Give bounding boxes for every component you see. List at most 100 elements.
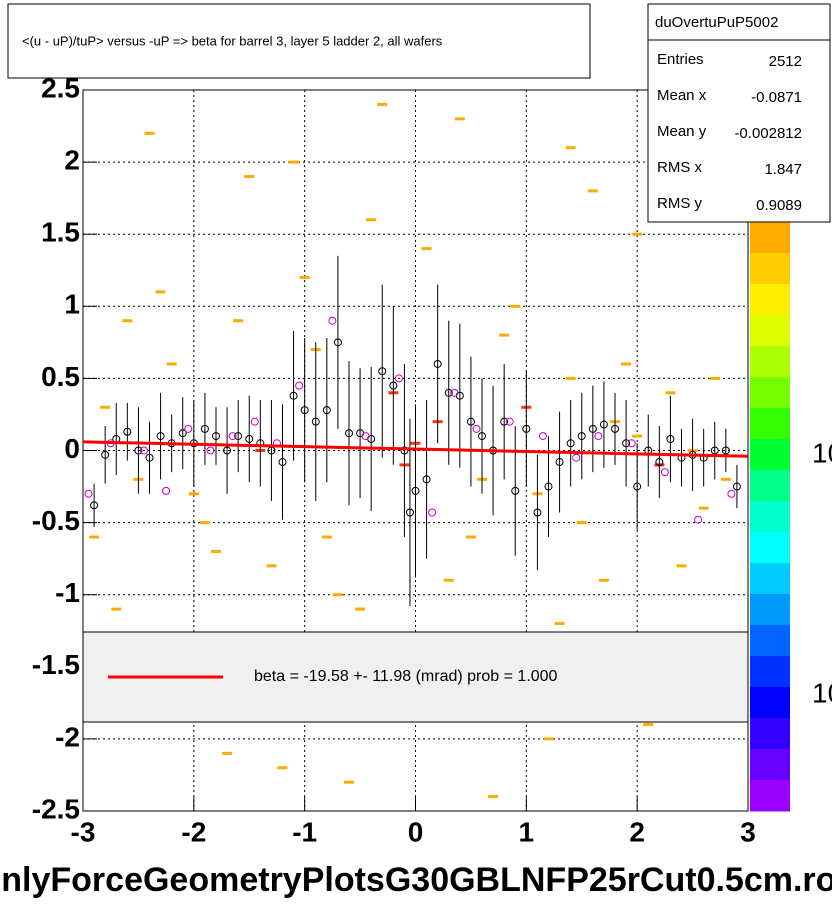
profile-point: [178, 429, 187, 438]
profile-point: [328, 316, 337, 325]
palette-cell: [750, 594, 790, 626]
hist-cell: [100, 405, 111, 409]
profile-point: [588, 424, 597, 433]
profile-point: [478, 432, 486, 441]
profile-point: [572, 453, 581, 462]
x-tick-label: -2: [181, 816, 206, 847]
profile-point: [627, 439, 636, 448]
x-tick-label: -3: [71, 816, 96, 847]
x-tick-label: 2: [629, 816, 645, 847]
hist-cell: [199, 521, 210, 525]
hist-cell: [632, 434, 643, 438]
profile-point: [428, 508, 437, 517]
profile-point: [333, 338, 342, 347]
palette-cell: [750, 315, 790, 347]
profile-point: [472, 424, 481, 433]
profile-point: [212, 432, 220, 441]
hist-cell: [565, 376, 576, 380]
y-tick-label: -2: [55, 721, 80, 752]
stats-value: 0.9089: [756, 197, 802, 214]
palette-label: 10: [812, 677, 832, 708]
profile-point: [300, 406, 309, 415]
y-tick-label: -0.5: [32, 505, 80, 536]
palette-label: 10: [812, 437, 832, 468]
profile-point: [611, 424, 619, 433]
profile-point: [505, 417, 514, 426]
profile-point: [710, 446, 719, 455]
profile-point: [295, 381, 304, 390]
y-tick-label: 2.5: [41, 72, 80, 103]
hist-cell: [377, 102, 388, 106]
profile-point: [250, 417, 259, 426]
plot-layer: [82, 89, 749, 812]
hist-cell: [421, 247, 432, 251]
hist-cell: [665, 391, 676, 395]
y-tick-label: 2: [64, 144, 80, 175]
profile-point: [732, 482, 741, 491]
hist-cell: [355, 607, 366, 611]
profile-point: [500, 417, 509, 426]
palette-cell: [750, 718, 790, 750]
hist-cell: [488, 795, 499, 799]
hist-cell: [277, 766, 288, 770]
y-tick-label: -1: [55, 577, 80, 608]
hist-cell: [233, 319, 244, 323]
profile-point: [599, 420, 608, 429]
stats-label: Entries: [657, 51, 704, 68]
profile-point: [145, 453, 154, 462]
profile-point: [322, 406, 331, 415]
stats-label: Mean y: [657, 123, 707, 140]
profile-point: [378, 367, 387, 376]
profile-point: [394, 374, 403, 383]
y-tick-label: -1.5: [32, 649, 80, 680]
hist-cell: [89, 535, 100, 539]
palette-cell: [750, 687, 790, 719]
profile-point: [389, 381, 398, 390]
palette-cell: [750, 625, 790, 657]
profile-point: [466, 417, 475, 426]
palette-cell: [750, 470, 790, 502]
hist-cell: [598, 578, 609, 582]
palette-cell: [750, 656, 790, 688]
hist-cell: [576, 521, 587, 525]
hist-cell: [266, 564, 277, 568]
profile-point: [162, 486, 171, 495]
hist-cell: [288, 160, 299, 164]
hist-cell: [465, 535, 476, 539]
hist-cell: [554, 622, 565, 626]
legend-text: beta = -19.58 +- 11.98 (mrad) prob = 1.0…: [254, 668, 558, 685]
profile-point: [721, 446, 730, 455]
profile-point: [622, 439, 631, 448]
hist-cell: [222, 751, 233, 755]
profile-point: [422, 475, 431, 484]
hist-cell: [621, 362, 632, 366]
palette-cell: [750, 780, 790, 812]
profile-point: [405, 508, 414, 517]
palette-cell: [750, 749, 790, 781]
hist-cell: [211, 549, 221, 553]
hist-cell: [587, 189, 598, 193]
fit-line: [82, 440, 749, 458]
palette-cell: [750, 284, 790, 316]
hist-cell: [643, 722, 654, 726]
y-tick-label: -2.5: [32, 793, 80, 824]
hist-cell: [698, 506, 709, 510]
hist-cell: [366, 218, 377, 222]
hist-cell: [720, 477, 731, 481]
profile-point: [577, 432, 586, 441]
profile-point: [538, 432, 547, 441]
profile-point: [400, 446, 409, 455]
hist-cell: [166, 362, 177, 366]
profile-point: [594, 432, 603, 441]
profile-point: [566, 439, 575, 448]
hist-cell: [709, 376, 720, 380]
profile-point: [184, 424, 193, 433]
profile-point: [450, 388, 459, 397]
profile-point: [655, 458, 664, 467]
title-box: [7, 3, 591, 79]
profile-point: [533, 508, 542, 517]
profile-point: [289, 391, 298, 400]
profile-point: [206, 446, 215, 455]
profile-point: [522, 424, 531, 433]
